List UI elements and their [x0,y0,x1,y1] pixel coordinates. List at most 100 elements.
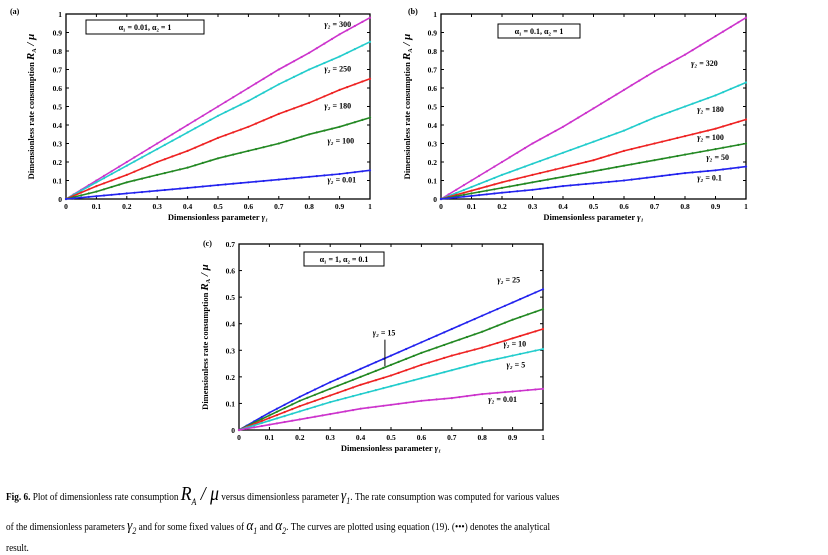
data-point [561,166,565,169]
data-point [361,80,364,83]
caption-ratio-sub: A [191,497,197,507]
data-point [722,91,725,94]
data-point [496,324,499,327]
data-point [561,151,565,154]
data-point [699,150,702,153]
x-tick-label: 0.2 [122,202,132,211]
data-point [110,170,113,173]
y-tick-label: 0.3 [226,346,236,355]
data-point [405,381,408,384]
data-point [178,168,182,171]
data-point [368,116,372,119]
data-point [367,364,370,367]
data-point [359,383,362,386]
series-2 [439,81,748,201]
data-point [511,337,514,340]
series-5 [439,165,748,201]
data-point [503,321,507,324]
y-tick-label: 0.1 [428,177,438,186]
data-point [171,133,174,136]
data-point [481,361,484,364]
data-point [526,332,529,335]
data-point [306,396,309,399]
data-point [615,152,618,155]
data-point [321,414,324,417]
x-tick-label: 0.3 [326,433,336,442]
data-point [744,81,748,84]
data-point [539,138,542,141]
data-point [133,179,136,182]
data-point [374,389,377,392]
data-point [351,395,355,398]
data-point [511,301,514,304]
data-point [298,395,301,398]
data-point [439,197,443,201]
curve-annotation: γ₂ = 50 [706,153,729,162]
data-point [209,159,212,162]
data-point [156,173,159,176]
data-point [397,360,400,363]
data-point [367,391,370,394]
caption-gamma1-sym: γ [341,488,347,504]
data-point [481,330,484,333]
data-point [683,105,687,108]
data-point [277,68,280,71]
data-point [291,408,294,411]
params-box [303,251,385,267]
data-point [118,168,121,171]
data-point [699,99,702,102]
data-point [554,129,557,133]
curve-annotation: γ₂ = 0.01 [327,175,356,184]
data-point [531,181,534,184]
data-point [270,87,273,90]
data-point [744,165,748,168]
data-point [577,162,580,165]
data-point [338,33,341,36]
data-point [125,164,128,167]
data-point [470,192,473,195]
data-point [336,399,339,402]
data-point [285,110,288,113]
data-point [306,416,309,420]
data-point [744,142,748,145]
data-point [607,98,610,101]
caption-ratio-mu: / μ [196,483,219,505]
data-point [374,369,377,372]
data-point [156,142,159,145]
data-point [239,103,242,106]
caption-fig-label: Fig. 6. [6,492,31,503]
data-point [473,348,476,351]
data-point [268,416,271,420]
data-point [443,371,446,374]
data-point [592,182,595,185]
data-point [163,137,166,140]
data-point [125,181,128,184]
curve-annotation: γ₂ = 100 [327,137,354,146]
data-point [262,119,265,122]
data-point [488,327,491,330]
data-point [722,125,725,128]
data-point [237,428,241,432]
data-point [676,154,679,158]
data-point [584,182,588,186]
data-point [285,64,288,67]
data-point [300,55,303,59]
x-tick-label: 0.3 [528,202,538,211]
data-point [465,321,469,324]
data-point [443,356,446,359]
data-point [668,138,671,141]
y-axis-label: Dimensionless rate consumption RA / μ [401,34,414,180]
data-point [691,171,694,174]
data-point [435,334,438,337]
data-point [450,369,453,372]
data-point [668,173,671,176]
data-point [420,351,423,354]
curve-annotation: γ₂ = 10 [503,339,526,348]
caption-text: . The rate consumption was computed for … [350,492,560,503]
data-point [361,44,364,47]
data-point [691,102,694,105]
data-point [201,161,204,164]
y-tick-label: 0.1 [53,177,63,186]
data-point [262,77,265,80]
chart-panel-b: (b) 0 0.1 0.2 0.3 0.4 0.5 0.6 0.7 0.8 0.9 1 0 0.1 0.2 0… [401,7,748,222]
